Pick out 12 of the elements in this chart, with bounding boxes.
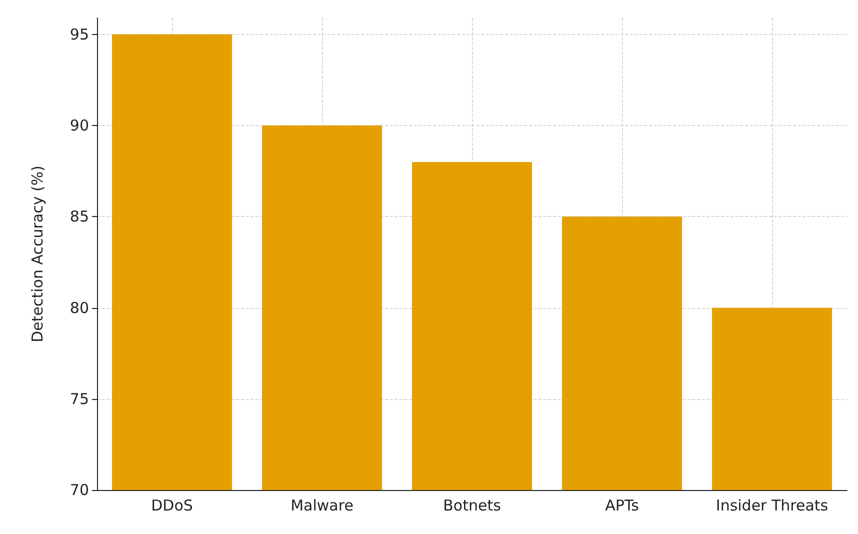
y-tick-label: 85 (70, 208, 89, 226)
y-tick-label: 75 (70, 390, 89, 408)
y-tick-label: 70 (70, 481, 89, 499)
x-tick-label: APTs (605, 496, 640, 514)
x-tick-label: Botnets (443, 496, 502, 514)
x-tick-label: Insider Threats (716, 496, 828, 514)
x-tick-label: DDoS (151, 496, 193, 514)
y-tick-label: 90 (70, 116, 89, 135)
y-tick-label: 80 (70, 298, 89, 317)
y-tick-label: 95 (70, 25, 89, 44)
y-axis-title: Detection Accuracy (%) (28, 166, 46, 342)
x-tick-label: Malware (290, 496, 354, 514)
